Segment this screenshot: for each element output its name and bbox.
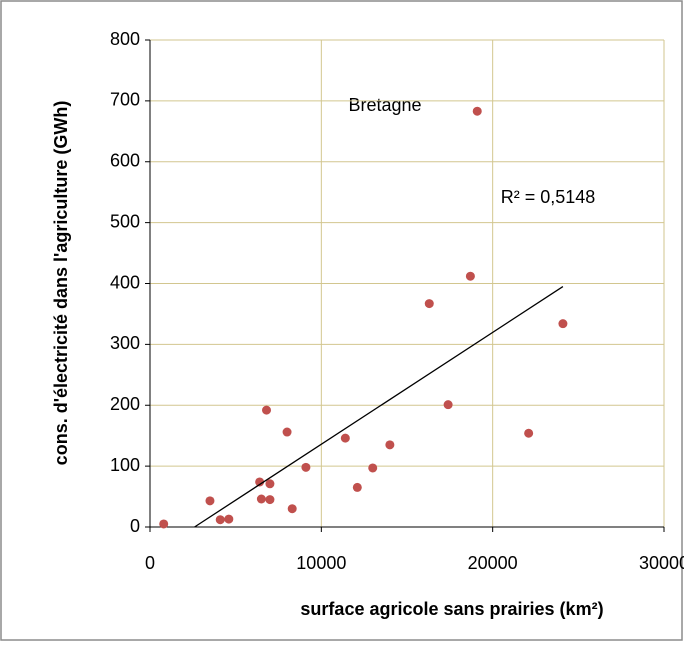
point bbox=[265, 479, 275, 489]
x-tick-label: 10000 bbox=[296, 553, 346, 573]
point bbox=[282, 427, 292, 437]
point bbox=[465, 271, 475, 281]
point bbox=[472, 106, 482, 116]
y-axis-label: cons. d'électricité dans l'agriculture (… bbox=[51, 101, 71, 466]
x-axis-label: surface agricole sans prairies (km²) bbox=[300, 599, 603, 619]
y-tick-label: 0 bbox=[130, 516, 140, 536]
x-tick-label: 30000 bbox=[639, 553, 684, 573]
y-tick-label: 100 bbox=[110, 455, 140, 475]
y-tick-label: 400 bbox=[110, 272, 140, 292]
point bbox=[224, 514, 234, 524]
point bbox=[262, 405, 272, 415]
trendline bbox=[194, 285, 564, 528]
point bbox=[385, 440, 395, 450]
point bbox=[524, 428, 534, 438]
point bbox=[352, 482, 362, 492]
point bbox=[301, 462, 311, 472]
point bbox=[205, 496, 215, 506]
point bbox=[443, 400, 453, 410]
point bbox=[265, 495, 275, 505]
point bbox=[340, 433, 350, 443]
point bbox=[424, 299, 434, 309]
y-tick-label: 800 bbox=[110, 29, 140, 49]
x-tick-label: 20000 bbox=[468, 553, 518, 573]
point bbox=[159, 519, 169, 529]
point bbox=[558, 319, 568, 329]
y-tick-label: 700 bbox=[110, 90, 140, 110]
point bbox=[287, 504, 297, 514]
point bbox=[215, 515, 225, 525]
annotation: R² = 0,5148 bbox=[501, 187, 596, 207]
point bbox=[255, 477, 265, 487]
point bbox=[256, 494, 266, 504]
annotation: Bretagne bbox=[348, 95, 421, 115]
y-tick-label: 300 bbox=[110, 333, 140, 353]
x-tick-label: 0 bbox=[145, 553, 155, 573]
y-tick-label: 600 bbox=[110, 151, 140, 171]
y-tick-label: 200 bbox=[110, 394, 140, 414]
y-tick-label: 500 bbox=[110, 211, 140, 231]
point bbox=[368, 463, 378, 473]
